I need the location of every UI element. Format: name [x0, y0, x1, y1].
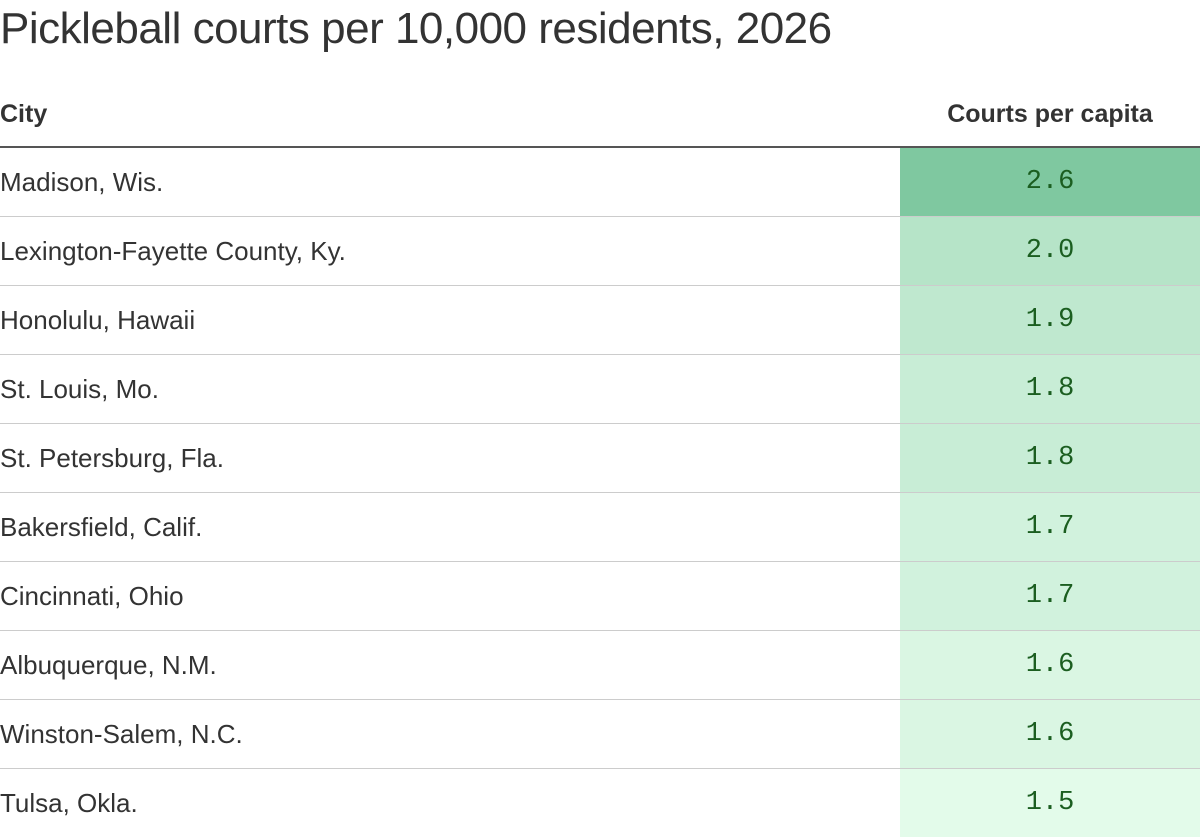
- title: Pickleball courts per 10,000 residents, …: [0, 4, 832, 54]
- column-header: City: [0, 82, 900, 147]
- city-cell: Cincinnati, Ohio: [0, 562, 900, 631]
- table-head: City Courts per capita: [0, 82, 1200, 147]
- city-cell: Tulsa, Okla.: [0, 769, 900, 837]
- value-cell: 1.8: [900, 424, 1200, 493]
- table-row: Winston-Salem, N.C.1.6: [0, 700, 1200, 769]
- city-cell: St. Petersburg, Fla.: [0, 424, 900, 493]
- city-cell: Madison, Wis.: [0, 147, 900, 217]
- table-row: Albuquerque, N.M.1.6: [0, 631, 1200, 700]
- table-row: Tulsa, Okla.1.5: [0, 769, 1200, 837]
- value-cell: 2.0: [900, 217, 1200, 286]
- city-cell: St. Louis, Mo.: [0, 355, 900, 424]
- table-row: Bakersfield, Calif.1.7: [0, 493, 1200, 562]
- value-cell: 1.7: [900, 562, 1200, 631]
- value-cell: 1.9: [900, 286, 1200, 355]
- city-cell: Bakersfield, Calif.: [0, 493, 900, 562]
- city-cell: Lexington-Fayette County, Ky.: [0, 217, 900, 286]
- header-row: City Courts per capita: [0, 82, 1200, 147]
- table-row: St. Louis, Mo.1.8: [0, 355, 1200, 424]
- value-cell: 2.6: [900, 147, 1200, 217]
- value-cell: 1.6: [900, 700, 1200, 769]
- table-row: Lexington-Fayette County, Ky.2.0: [0, 217, 1200, 286]
- city-cell: Albuquerque, N.M.: [0, 631, 900, 700]
- table-row: St. Petersburg, Fla.1.8: [0, 424, 1200, 493]
- value-cell: 1.7: [900, 493, 1200, 562]
- table-row: Madison, Wis.2.6: [0, 147, 1200, 217]
- value-cell: 1.5: [900, 769, 1200, 837]
- city-cell: Honolulu, Hawaii: [0, 286, 900, 355]
- value-cell: 1.8: [900, 355, 1200, 424]
- city-cell: Winston-Salem, N.C.: [0, 700, 900, 769]
- value-cell: 1.6: [900, 631, 1200, 700]
- column-header: Courts per capita: [900, 82, 1200, 147]
